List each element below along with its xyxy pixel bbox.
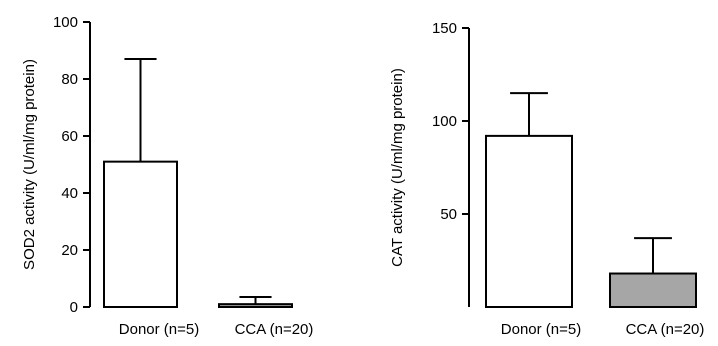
cat-chart: 50 100 150 Donor (n=5) CCA (n=20) CAT activit… (389, 20, 704, 338)
cat-bar (485, 134, 573, 308)
sod2-category-label: CCA (n=20) (235, 321, 314, 338)
cat-y-tick-label: 150 (432, 20, 457, 37)
cat-y-tick-label: 100 (432, 113, 457, 130)
sod2-y-tick-label: 60 (61, 128, 78, 145)
cat-y-tick-label: 50 (440, 206, 457, 223)
sod2-category-label: Donor (n=5) (119, 321, 199, 338)
cat-y-axis-title: CAT activity (U/ml/mg protein) (389, 68, 406, 267)
cat-category-label: Donor (n=5) (501, 321, 581, 338)
cat-category-label: CCA (n=20) (626, 321, 705, 338)
sod2-chart: 0 20 40 60 80 100 Donor (n=5) CCA (n=20) SOD2 ac… (21, 14, 313, 338)
sod2-y-tick-label: 0 (70, 299, 78, 316)
sod2-y-tick-label: 40 (61, 185, 78, 202)
sod2-y-axis-title: SOD2 activity (U/ml/mg protein) (21, 59, 38, 270)
sod2-y-tick-label: 80 (61, 71, 78, 88)
sod2-bar (103, 160, 178, 308)
sod2-y-tick-label: 100 (53, 14, 78, 31)
sod2-bar (218, 303, 293, 308)
cat-bar (609, 272, 697, 308)
sod2-y-tick-label: 20 (61, 242, 78, 259)
